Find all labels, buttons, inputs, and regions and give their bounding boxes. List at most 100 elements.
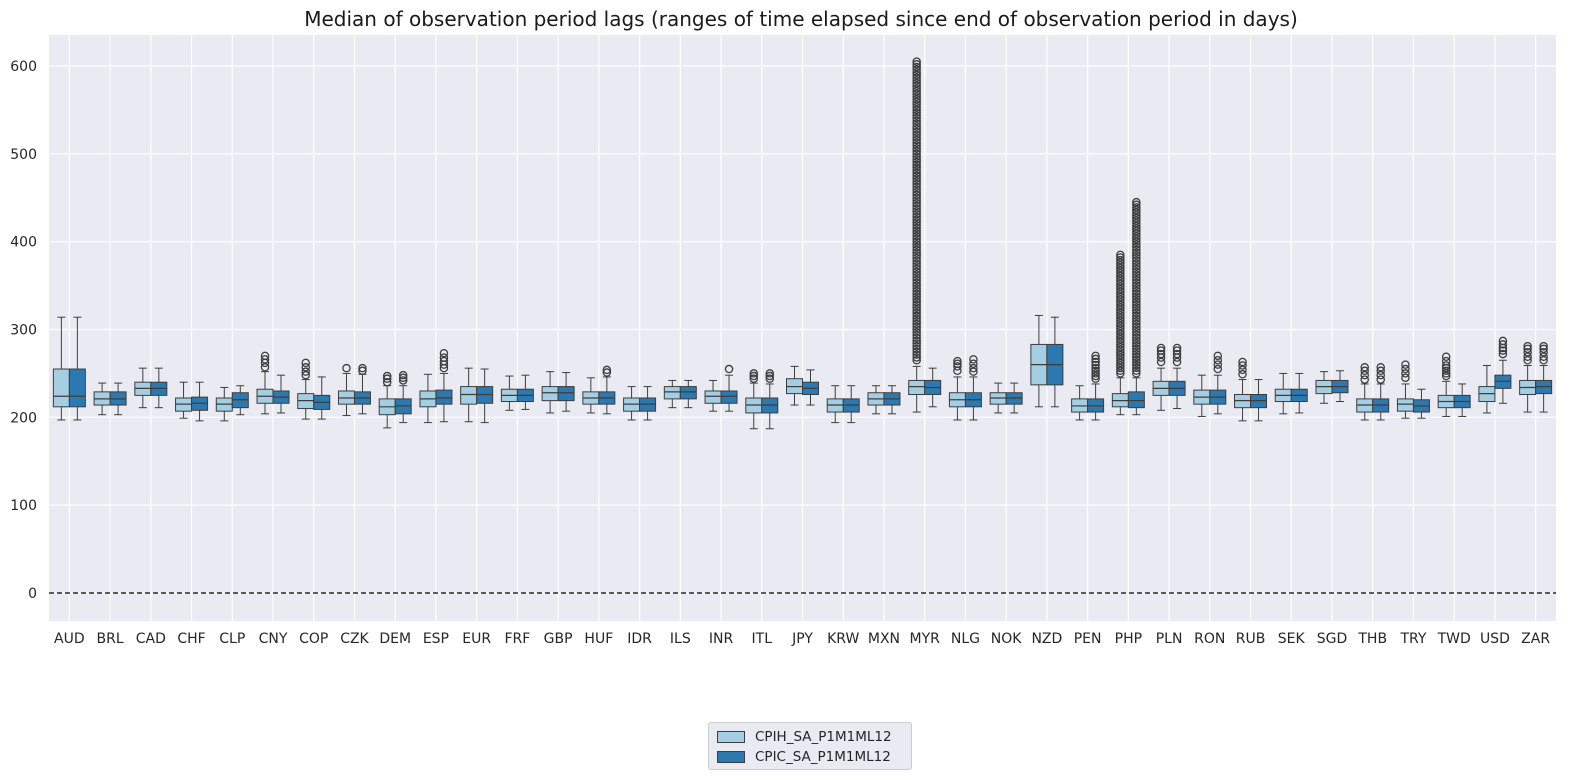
outlier-point: [1132, 197, 1141, 207]
outlier-point: [912, 144, 921, 153]
x-axis-ticks: AUD BRL CAD CHF CLP CNY COP CZK DEM ESP EUR FRF GBP H…: [54, 631, 1550, 647]
outlier-point: [912, 267, 921, 277]
box-itl-cpih: [745, 369, 763, 430]
outlier-point: [912, 57, 921, 66]
outlier-point: [912, 328, 921, 337]
outlier-point: [1116, 308, 1125, 318]
outlier-point: [1523, 352, 1532, 361]
outlier-point: [1132, 278, 1141, 288]
outlier-point: [1213, 355, 1223, 365]
outlier-point: [912, 270, 921, 279]
outlier-point: [1132, 226, 1141, 236]
y-tick-label: 500: [10, 147, 37, 163]
box-pln-cpic: [1168, 343, 1186, 410]
outlier-point: [1091, 374, 1100, 383]
outlier-point: [1441, 369, 1451, 378]
outlier-point: [953, 362, 962, 371]
outlier-point: [1116, 337, 1125, 347]
y-tick-label: 300: [10, 323, 37, 339]
outlier-point: [1401, 364, 1410, 374]
outlier-point: [912, 163, 921, 172]
x-tick-label: CHF: [177, 631, 205, 647]
outlier-point: [912, 342, 921, 351]
x-tick-label: SEK: [1278, 631, 1306, 647]
outlier-point: [912, 141, 921, 150]
box-krw-cpic: [842, 385, 860, 424]
outlier-point: [912, 179, 921, 189]
box-huf-cpic: [598, 365, 616, 415]
outlier-point: [765, 374, 775, 383]
outlier-point: [342, 363, 351, 373]
outlier-point: [912, 347, 921, 357]
outlier-point: [1132, 267, 1141, 277]
outlier-point: [1360, 363, 1369, 372]
outlier-point: [1172, 357, 1182, 367]
outlier-point: [912, 295, 921, 304]
box-myr-cpic: [924, 367, 942, 408]
outlier-point: [1376, 363, 1385, 372]
outlier-point: [912, 281, 921, 290]
outlier-point: [260, 355, 270, 364]
outlier-point: [1132, 229, 1141, 239]
outlier-point: [1116, 327, 1125, 336]
outlier-point: [1132, 232, 1141, 241]
outlier-point: [912, 113, 921, 123]
outlier-point: [912, 218, 921, 227]
x-tick-label: RUB: [1236, 631, 1266, 647]
outlier-point: [1498, 336, 1508, 346]
outlier-point: [912, 209, 921, 219]
outlier-point: [1132, 248, 1141, 257]
outlier-point: [1238, 361, 1247, 370]
outlier-point: [912, 259, 921, 268]
box-cny-cpic: [272, 374, 290, 414]
outlier-point: [1132, 289, 1141, 299]
box-series: [52, 57, 1553, 430]
iqr-box: [704, 390, 722, 404]
iqr-box: [541, 386, 559, 402]
outlier-point: [398, 370, 408, 380]
outlier-point: [1523, 341, 1532, 351]
outlier-point: [1238, 370, 1247, 379]
outlier-point: [912, 339, 921, 348]
outlier-point: [1498, 346, 1508, 355]
outlier-point: [749, 374, 759, 383]
outlier-point: [1172, 346, 1182, 355]
outlier-point: [912, 229, 921, 238]
outlier-point: [912, 152, 921, 161]
outlier-point: [1116, 363, 1125, 373]
outlier-point: [1132, 352, 1141, 362]
outlier-point: [1091, 369, 1100, 378]
x-tick-label: COP: [299, 631, 328, 647]
outlier-point: [1132, 349, 1141, 359]
box-nlg-cpic: [964, 355, 982, 421]
box-rub-cpih: [1234, 357, 1252, 422]
outlier-point: [912, 248, 921, 257]
outlier-point: [912, 81, 921, 91]
box-itl-cpic: [761, 369, 779, 430]
outlier-point: [912, 220, 921, 230]
outlier-point: [912, 185, 921, 194]
box-idr-cpic: [639, 386, 657, 421]
x-tick-label: SGD: [1317, 631, 1348, 647]
outlier-point: [912, 102, 921, 112]
outlier-point: [358, 363, 367, 373]
outlier-point: [1441, 352, 1451, 361]
outlier-point: [1116, 369, 1125, 378]
outlier-point: [1213, 364, 1223, 374]
outlier-point: [602, 365, 612, 375]
outlier-point: [1539, 344, 1548, 354]
outlier-point: [765, 369, 775, 378]
x-tick-label: ESP: [423, 631, 449, 647]
outlier-point: [912, 308, 921, 318]
outlier-point: [912, 196, 921, 205]
outlier-point: [912, 355, 921, 365]
x-tick-label: CLP: [219, 631, 245, 647]
outlier-point: [1539, 352, 1548, 361]
y-tick-label: 100: [10, 498, 37, 514]
x-tick-label: CAD: [136, 631, 166, 647]
outlier-point: [1091, 357, 1100, 367]
outlier-point: [1132, 245, 1141, 255]
box-thb-cpic: [1372, 363, 1390, 421]
outlier-point: [912, 240, 921, 249]
box-twd-cpih: [1437, 352, 1455, 417]
